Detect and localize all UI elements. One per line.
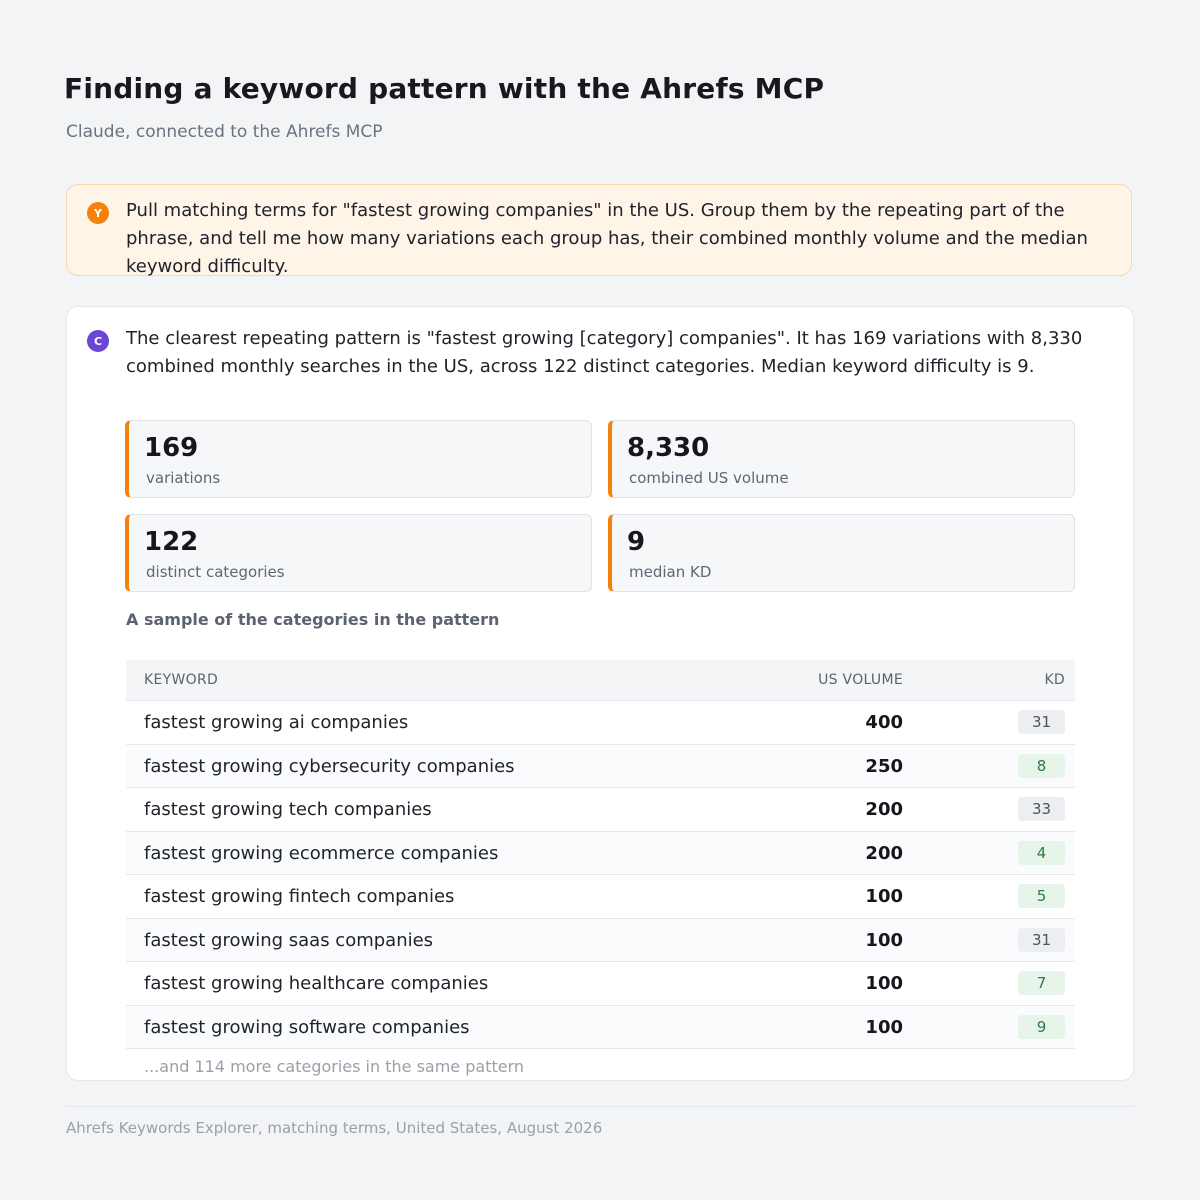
table-header: KEYWORD US VOLUME KD — [126, 660, 1075, 701]
kd-badge: 8 — [1018, 753, 1065, 778]
volume-cell: 200 — [865, 842, 903, 864]
footer-divider — [66, 1106, 1134, 1107]
stat-value: 169 — [144, 433, 199, 463]
table-row: fastest growing ecommerce companies 200 … — [126, 831, 1075, 875]
stat-value: 122 — [144, 527, 199, 557]
sample-section-title: A sample of the categories in the patter… — [126, 610, 500, 629]
volume-cell: 200 — [865, 799, 903, 820]
table-row: fastest growing fintech companies 100 5 — [126, 875, 1075, 919]
keyword-cell: fastest growing saas companies — [144, 929, 434, 951]
stat-card-median-kd: 9 median KD — [608, 514, 1075, 592]
volume-cell: 100 — [865, 973, 903, 994]
volume-cell: 100 — [865, 886, 903, 907]
volume-cell: 250 — [865, 755, 903, 777]
kd-badge: 31 — [1018, 710, 1065, 734]
kd-badge: 33 — [1018, 797, 1065, 821]
user-message-text: Pull matching terms for "fastest growing… — [126, 200, 1088, 277]
volume-cell: 100 — [865, 929, 903, 951]
column-header-kd: KD — [1044, 672, 1065, 688]
stat-label: median KD — [629, 563, 712, 581]
keyword-cell: fastest growing software companies — [144, 1016, 470, 1038]
column-header-keyword: KEYWORD — [144, 672, 219, 688]
stat-label: combined US volume — [629, 469, 789, 487]
table-row: fastest growing cybersecurity companies … — [126, 744, 1075, 788]
stat-card-variations: 169 variations — [125, 420, 592, 498]
table-row: fastest growing tech companies 200 33 — [126, 788, 1075, 832]
keyword-cell: fastest growing cybersecurity companies — [144, 755, 515, 777]
kd-badge: 7 — [1018, 971, 1065, 995]
claude-avatar: C — [87, 330, 109, 352]
column-header-volume: US VOLUME — [818, 672, 903, 688]
stat-value: 8,330 — [627, 433, 710, 463]
kd-badge: 9 — [1018, 1014, 1065, 1039]
stat-label: variations — [146, 469, 221, 487]
volume-cell: 400 — [865, 712, 903, 733]
user-message-card: Y Pull matching terms for "fastest growi… — [66, 184, 1132, 277]
stat-value: 9 — [627, 527, 646, 557]
page-title: Finding a keyword pattern with the Ahref… — [64, 72, 825, 105]
keyword-cell: fastest growing fintech companies — [144, 886, 455, 907]
table-row: fastest growing saas companies 100 31 — [126, 918, 1075, 962]
table-row: fastest growing software companies 100 9 — [126, 1005, 1075, 1049]
stat-label: distinct categories — [146, 563, 285, 581]
stat-card-categories: 122 distinct categories — [125, 514, 592, 592]
assistant-message-card: C The clearest repeating pattern is "fas… — [66, 306, 1134, 1081]
volume-cell: 100 — [865, 1016, 903, 1038]
keyword-cell: fastest growing healthcare companies — [144, 973, 489, 994]
kd-badge: 31 — [1018, 927, 1065, 952]
assistant-message-text: The clearest repeating pattern is "faste… — [126, 328, 1083, 377]
keyword-cell: fastest growing ecommerce companies — [144, 842, 499, 864]
kd-badge: 5 — [1018, 884, 1065, 908]
more-categories-note: ...and 114 more categories in the same p… — [144, 1057, 525, 1076]
table-row: fastest growing ai companies 400 31 — [126, 701, 1075, 745]
keyword-cell: fastest growing tech companies — [144, 799, 432, 820]
table-row: fastest growing healthcare companies 100… — [126, 962, 1075, 1006]
page-subtitle: Claude, connected to the Ahrefs MCP — [66, 122, 383, 142]
source-footer: Ahrefs Keywords Explorer, matching terms… — [66, 1119, 603, 1137]
kd-badge: 4 — [1018, 840, 1065, 865]
keyword-cell: fastest growing ai companies — [144, 712, 409, 733]
stat-card-volume: 8,330 combined US volume — [608, 420, 1075, 498]
keyword-table: KEYWORD US VOLUME KD fastest growing ai … — [126, 660, 1075, 1049]
user-avatar: Y — [87, 202, 109, 224]
